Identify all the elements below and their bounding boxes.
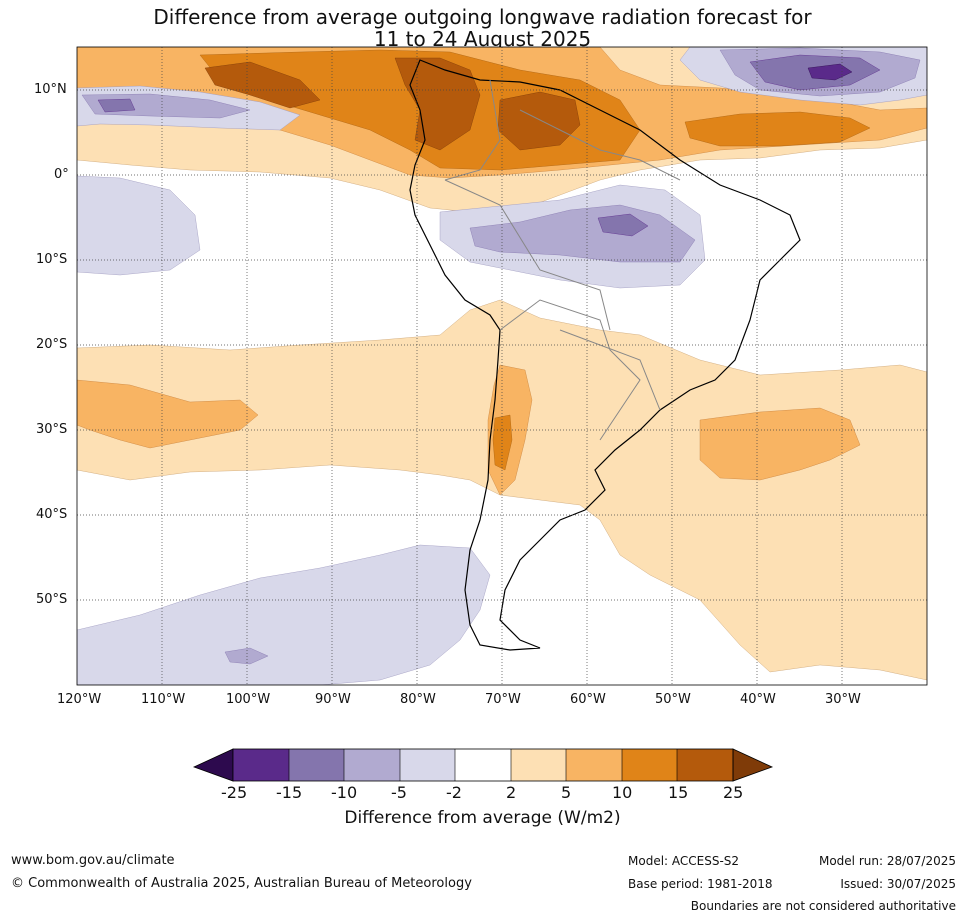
lon-label: 80°W xyxy=(400,692,436,707)
map-frame xyxy=(76,46,928,686)
anomaly-region-amazon-negative-strong xyxy=(597,213,649,237)
lat-label: 10°N xyxy=(34,82,67,97)
anomaly-region-eastpacific-negative xyxy=(77,175,201,276)
colorbar-bin xyxy=(233,749,289,781)
chart-title-line1: Difference from average outgoing longwav… xyxy=(153,5,812,29)
colorbar-bin xyxy=(622,749,677,781)
colorbar-bin xyxy=(344,749,400,781)
boundaries-disclaimer: Boundaries are not considered authoritat… xyxy=(690,899,956,913)
lat-label: 40°S xyxy=(36,507,68,522)
lat-label: 0° xyxy=(54,167,69,182)
anomaly-region-northwest-negative-strong xyxy=(97,98,136,113)
lon-label: 70°W xyxy=(485,692,521,707)
colorbar-bin xyxy=(677,749,733,781)
anomaly-region-atlantic-strong xyxy=(684,111,871,147)
lon-label: 110°W xyxy=(141,692,186,707)
anomaly-region-northeast-negative-darkest xyxy=(807,63,853,81)
lon-label: 90°W xyxy=(315,692,351,707)
colorbar-tick-label: -10 xyxy=(331,783,358,802)
lon-label: 40°W xyxy=(740,692,776,707)
issued-date: Issued: 30/07/2025 xyxy=(840,877,956,891)
colorbar-tick-label: 25 xyxy=(723,783,744,802)
anomaly-region-north-darkest xyxy=(204,61,321,109)
colorbar xyxy=(192,748,774,782)
colorbar-bin xyxy=(455,749,511,781)
colorbar-extend-low xyxy=(192,748,234,782)
lat-label: 10°S xyxy=(36,252,68,267)
anomaly-region-colombia-darkest xyxy=(394,57,481,151)
south-america-coastline xyxy=(409,59,801,651)
colorbar-title: Difference from average (W/m2) xyxy=(344,808,621,828)
colorbar-tick-label: -5 xyxy=(391,783,407,802)
lat-label: 50°S xyxy=(36,592,68,607)
colorbar-tick-label: 10 xyxy=(612,783,633,802)
lon-label: 100°W xyxy=(226,692,271,707)
colorbar-tick-label: 5 xyxy=(561,783,572,802)
model-name: Model: ACCESS-S2 xyxy=(628,854,740,868)
anomaly-region-east-pacific-medium xyxy=(77,379,259,449)
colorbar-bin xyxy=(289,749,344,781)
colorbar-tick-label: 15 xyxy=(668,783,689,802)
lon-label: 60°W xyxy=(570,692,606,707)
colorbar-tick-label: -15 xyxy=(276,783,303,802)
copyright-text: © Commonwealth of Australia 2025, Austra… xyxy=(11,876,472,891)
colorbar-bin xyxy=(400,749,455,781)
country-borders xyxy=(444,79,681,441)
colorbar-bin xyxy=(566,749,622,781)
anomaly-region-andes-strong xyxy=(492,414,513,471)
anomaly-region-south-atlantic-medium xyxy=(699,407,861,481)
colorbar-bin xyxy=(511,749,566,781)
anomaly-region-south-pacific-negative-mid xyxy=(224,647,269,665)
gridlines xyxy=(77,47,927,685)
chart-title-line2: 11 to 24 August 2025 xyxy=(373,27,592,51)
anomaly-region-south-pacific-negative xyxy=(77,544,491,685)
website-link[interactable]: www.bom.gov.au/climate xyxy=(11,853,175,868)
lon-label: 120°W xyxy=(57,692,102,707)
base-period: Base period: 1981-2018 xyxy=(628,877,773,891)
colorbar-extend-high xyxy=(732,748,774,782)
colorbar-tick-label: -25 xyxy=(221,783,248,802)
lon-label: 30°W xyxy=(825,692,861,707)
colorbar-tick-label: -2 xyxy=(446,783,462,802)
lon-label: 50°W xyxy=(655,692,691,707)
colorbar-tick-label: 2 xyxy=(506,783,517,802)
lat-label: 30°S xyxy=(36,422,68,437)
model-run-date: Model run: 28/07/2025 xyxy=(818,854,956,868)
lat-label: 20°S xyxy=(36,337,68,352)
